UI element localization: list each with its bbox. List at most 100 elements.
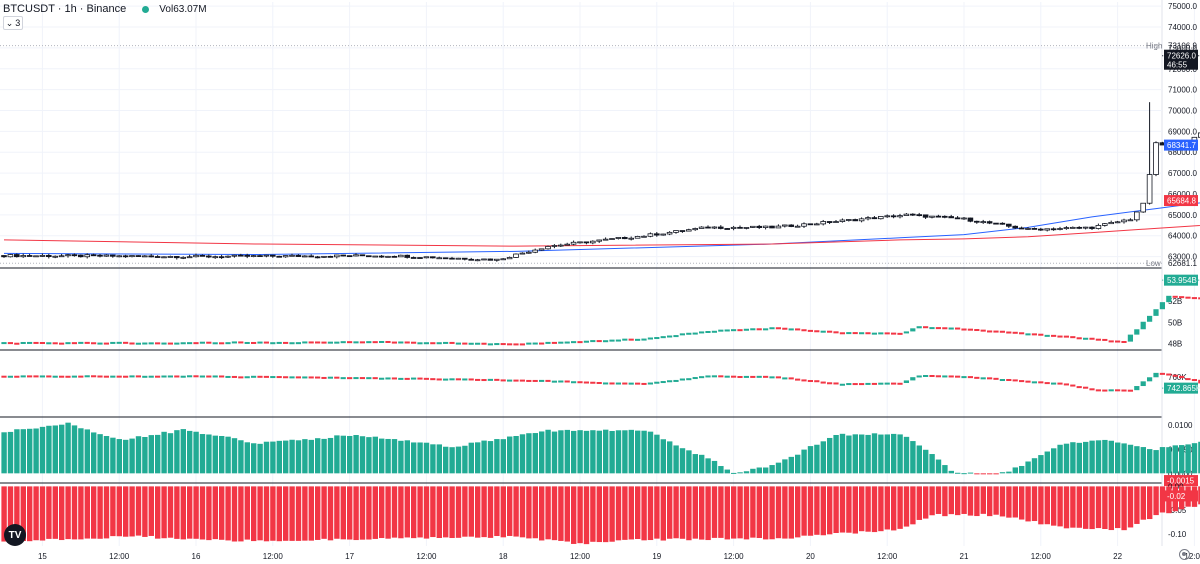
histogram-bar bbox=[1115, 442, 1121, 474]
candle-body bbox=[97, 254, 103, 257]
candle-body bbox=[756, 225, 762, 229]
histogram-bar bbox=[807, 486, 814, 536]
candle bbox=[1031, 227, 1038, 230]
histogram-bar bbox=[961, 473, 967, 475]
candle bbox=[1, 255, 7, 258]
indicator-bar bbox=[193, 342, 199, 345]
indicator-bar bbox=[321, 376, 327, 379]
histogram-bar bbox=[135, 436, 142, 474]
indicator-bar bbox=[1, 375, 7, 378]
indicator-bar bbox=[699, 331, 705, 334]
indicator-bar bbox=[699, 376, 705, 379]
candle bbox=[46, 253, 52, 259]
histogram-bar bbox=[423, 442, 430, 474]
indicator-bar bbox=[647, 337, 653, 340]
indicator-bar bbox=[731, 375, 737, 378]
histogram-bar bbox=[430, 444, 436, 474]
indicator-bar bbox=[199, 341, 205, 344]
indicator-bar bbox=[923, 374, 929, 377]
time-tick-label: 12:00 bbox=[1031, 552, 1052, 561]
indicator-bar bbox=[590, 381, 596, 384]
indicator-bar bbox=[65, 375, 71, 378]
candle-body bbox=[365, 255, 372, 258]
indicator-bar bbox=[679, 333, 685, 336]
indicator-bar bbox=[1166, 373, 1172, 376]
indicator-bar bbox=[1095, 389, 1101, 392]
indicator-bar bbox=[91, 342, 97, 345]
indicator-bar bbox=[724, 329, 730, 332]
indicator-bar bbox=[455, 378, 461, 381]
candle bbox=[13, 253, 20, 258]
candle-body bbox=[481, 258, 487, 261]
candle-body bbox=[1146, 174, 1153, 204]
indicator-bar bbox=[878, 332, 884, 335]
ma-slow-label: 65684.8 bbox=[1167, 197, 1196, 206]
indicator-bar bbox=[180, 342, 186, 345]
indicator-bar bbox=[807, 380, 813, 383]
histogram-bar bbox=[225, 486, 231, 541]
histogram-bar bbox=[846, 435, 852, 474]
indicator-bar bbox=[455, 342, 461, 345]
histogram-bar bbox=[244, 442, 250, 474]
histogram-bar bbox=[737, 486, 743, 539]
candle-body bbox=[666, 231, 673, 235]
indicator-bar bbox=[839, 332, 845, 335]
candle-body bbox=[647, 233, 654, 237]
candle-body bbox=[1134, 211, 1140, 221]
histogram-bar bbox=[1159, 486, 1166, 513]
candle-body bbox=[954, 217, 961, 220]
indicator-bar bbox=[1198, 297, 1200, 300]
candle bbox=[449, 256, 455, 260]
indicator-bar bbox=[7, 375, 13, 378]
indicator-bar bbox=[161, 375, 167, 378]
indicator-bar bbox=[1006, 379, 1012, 382]
histogram-bar bbox=[1134, 486, 1140, 524]
histogram-bar bbox=[673, 445, 679, 474]
candle-body bbox=[340, 254, 346, 257]
candle-body bbox=[564, 243, 570, 246]
histogram-bar bbox=[1172, 445, 1178, 474]
histogram-bar bbox=[878, 486, 884, 532]
low-value: 62681.1 bbox=[1168, 259, 1197, 268]
gear-icon[interactable] bbox=[1179, 549, 1190, 560]
histogram-bar bbox=[660, 486, 666, 541]
histogram-bar bbox=[449, 447, 455, 474]
symbol-title[interactable]: BTCUSDT · 1h · Binance bbox=[3, 3, 127, 15]
candle-body bbox=[84, 254, 91, 258]
candle-body bbox=[903, 213, 910, 216]
candle-body bbox=[974, 220, 980, 223]
indicator-bar bbox=[763, 375, 769, 378]
histogram-bar bbox=[987, 473, 993, 475]
tradingview-logo[interactable]: TV bbox=[4, 524, 26, 546]
price-tick-label: 65000.0 bbox=[1168, 211, 1197, 220]
indicator-bar bbox=[833, 382, 839, 385]
indicators-toggle-button[interactable]: ⌄ 3 bbox=[3, 16, 23, 30]
histogram-bar bbox=[78, 428, 84, 474]
indicator-bar bbox=[411, 341, 417, 344]
candle-body bbox=[135, 255, 142, 257]
indicator-bar bbox=[1089, 337, 1095, 340]
histogram-bar bbox=[238, 440, 244, 474]
indicator-bar bbox=[711, 375, 717, 378]
indicator-bar bbox=[692, 377, 698, 380]
candle-body bbox=[679, 230, 686, 232]
indicator-bar bbox=[763, 328, 769, 331]
histogram-bar bbox=[647, 486, 654, 541]
candle-body bbox=[986, 221, 993, 224]
indicator-bar bbox=[814, 380, 820, 383]
histogram-bar bbox=[795, 454, 801, 474]
candle bbox=[801, 222, 807, 228]
indicator-bar bbox=[289, 342, 295, 345]
indicator-bar bbox=[507, 379, 513, 382]
indicator-bar bbox=[846, 332, 852, 335]
indicator-bar bbox=[123, 375, 129, 378]
candle bbox=[570, 240, 577, 246]
indicator-bar bbox=[340, 377, 346, 380]
histogram-bar bbox=[187, 430, 193, 474]
indicator-bar bbox=[903, 380, 909, 384]
histogram-bar bbox=[59, 486, 65, 541]
histogram-bar bbox=[948, 486, 954, 515]
indicator-bar bbox=[1095, 338, 1101, 341]
indicator-bar bbox=[46, 342, 52, 345]
